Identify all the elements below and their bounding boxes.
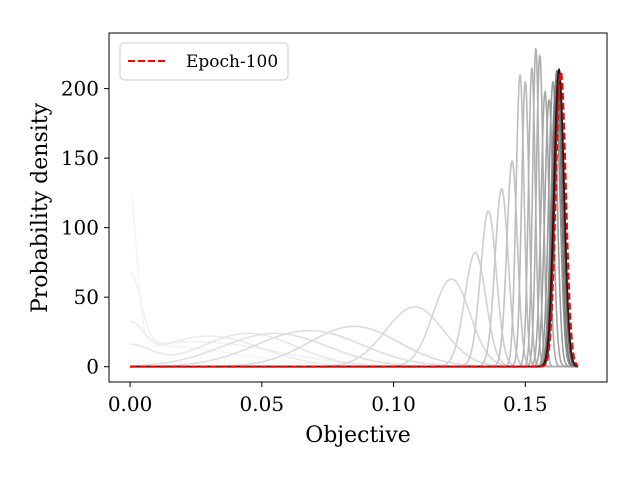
x-tick-label: 0.10 (371, 392, 416, 416)
x-axis-label: Objective (305, 423, 411, 448)
y-axis-label: Probability density (28, 102, 53, 313)
series-layer (129, 47, 579, 368)
x-tick-label: 0.00 (108, 392, 153, 416)
y-tick-label: 50 (74, 285, 99, 309)
plot-frame (108, 32, 608, 383)
x-axis-ticks: 0.00 0.05 0.10 0.15 (108, 382, 548, 416)
y-tick-label: 150 (61, 146, 99, 170)
y-tick-label: 0 (86, 355, 99, 379)
y-axis-ticks: 0 50 100 150 200 (61, 77, 109, 379)
legend-label-epoch-100: Epoch-100 (186, 52, 278, 72)
y-tick-label: 200 (61, 77, 99, 101)
legend-box (119, 42, 289, 81)
x-tick-label: 0.15 (503, 392, 548, 416)
legend: Epoch-100 (119, 42, 289, 81)
x-tick-label: 0.05 (240, 392, 285, 416)
series-line-epoch-100 (129, 71, 579, 368)
y-tick-label: 100 (61, 216, 99, 240)
